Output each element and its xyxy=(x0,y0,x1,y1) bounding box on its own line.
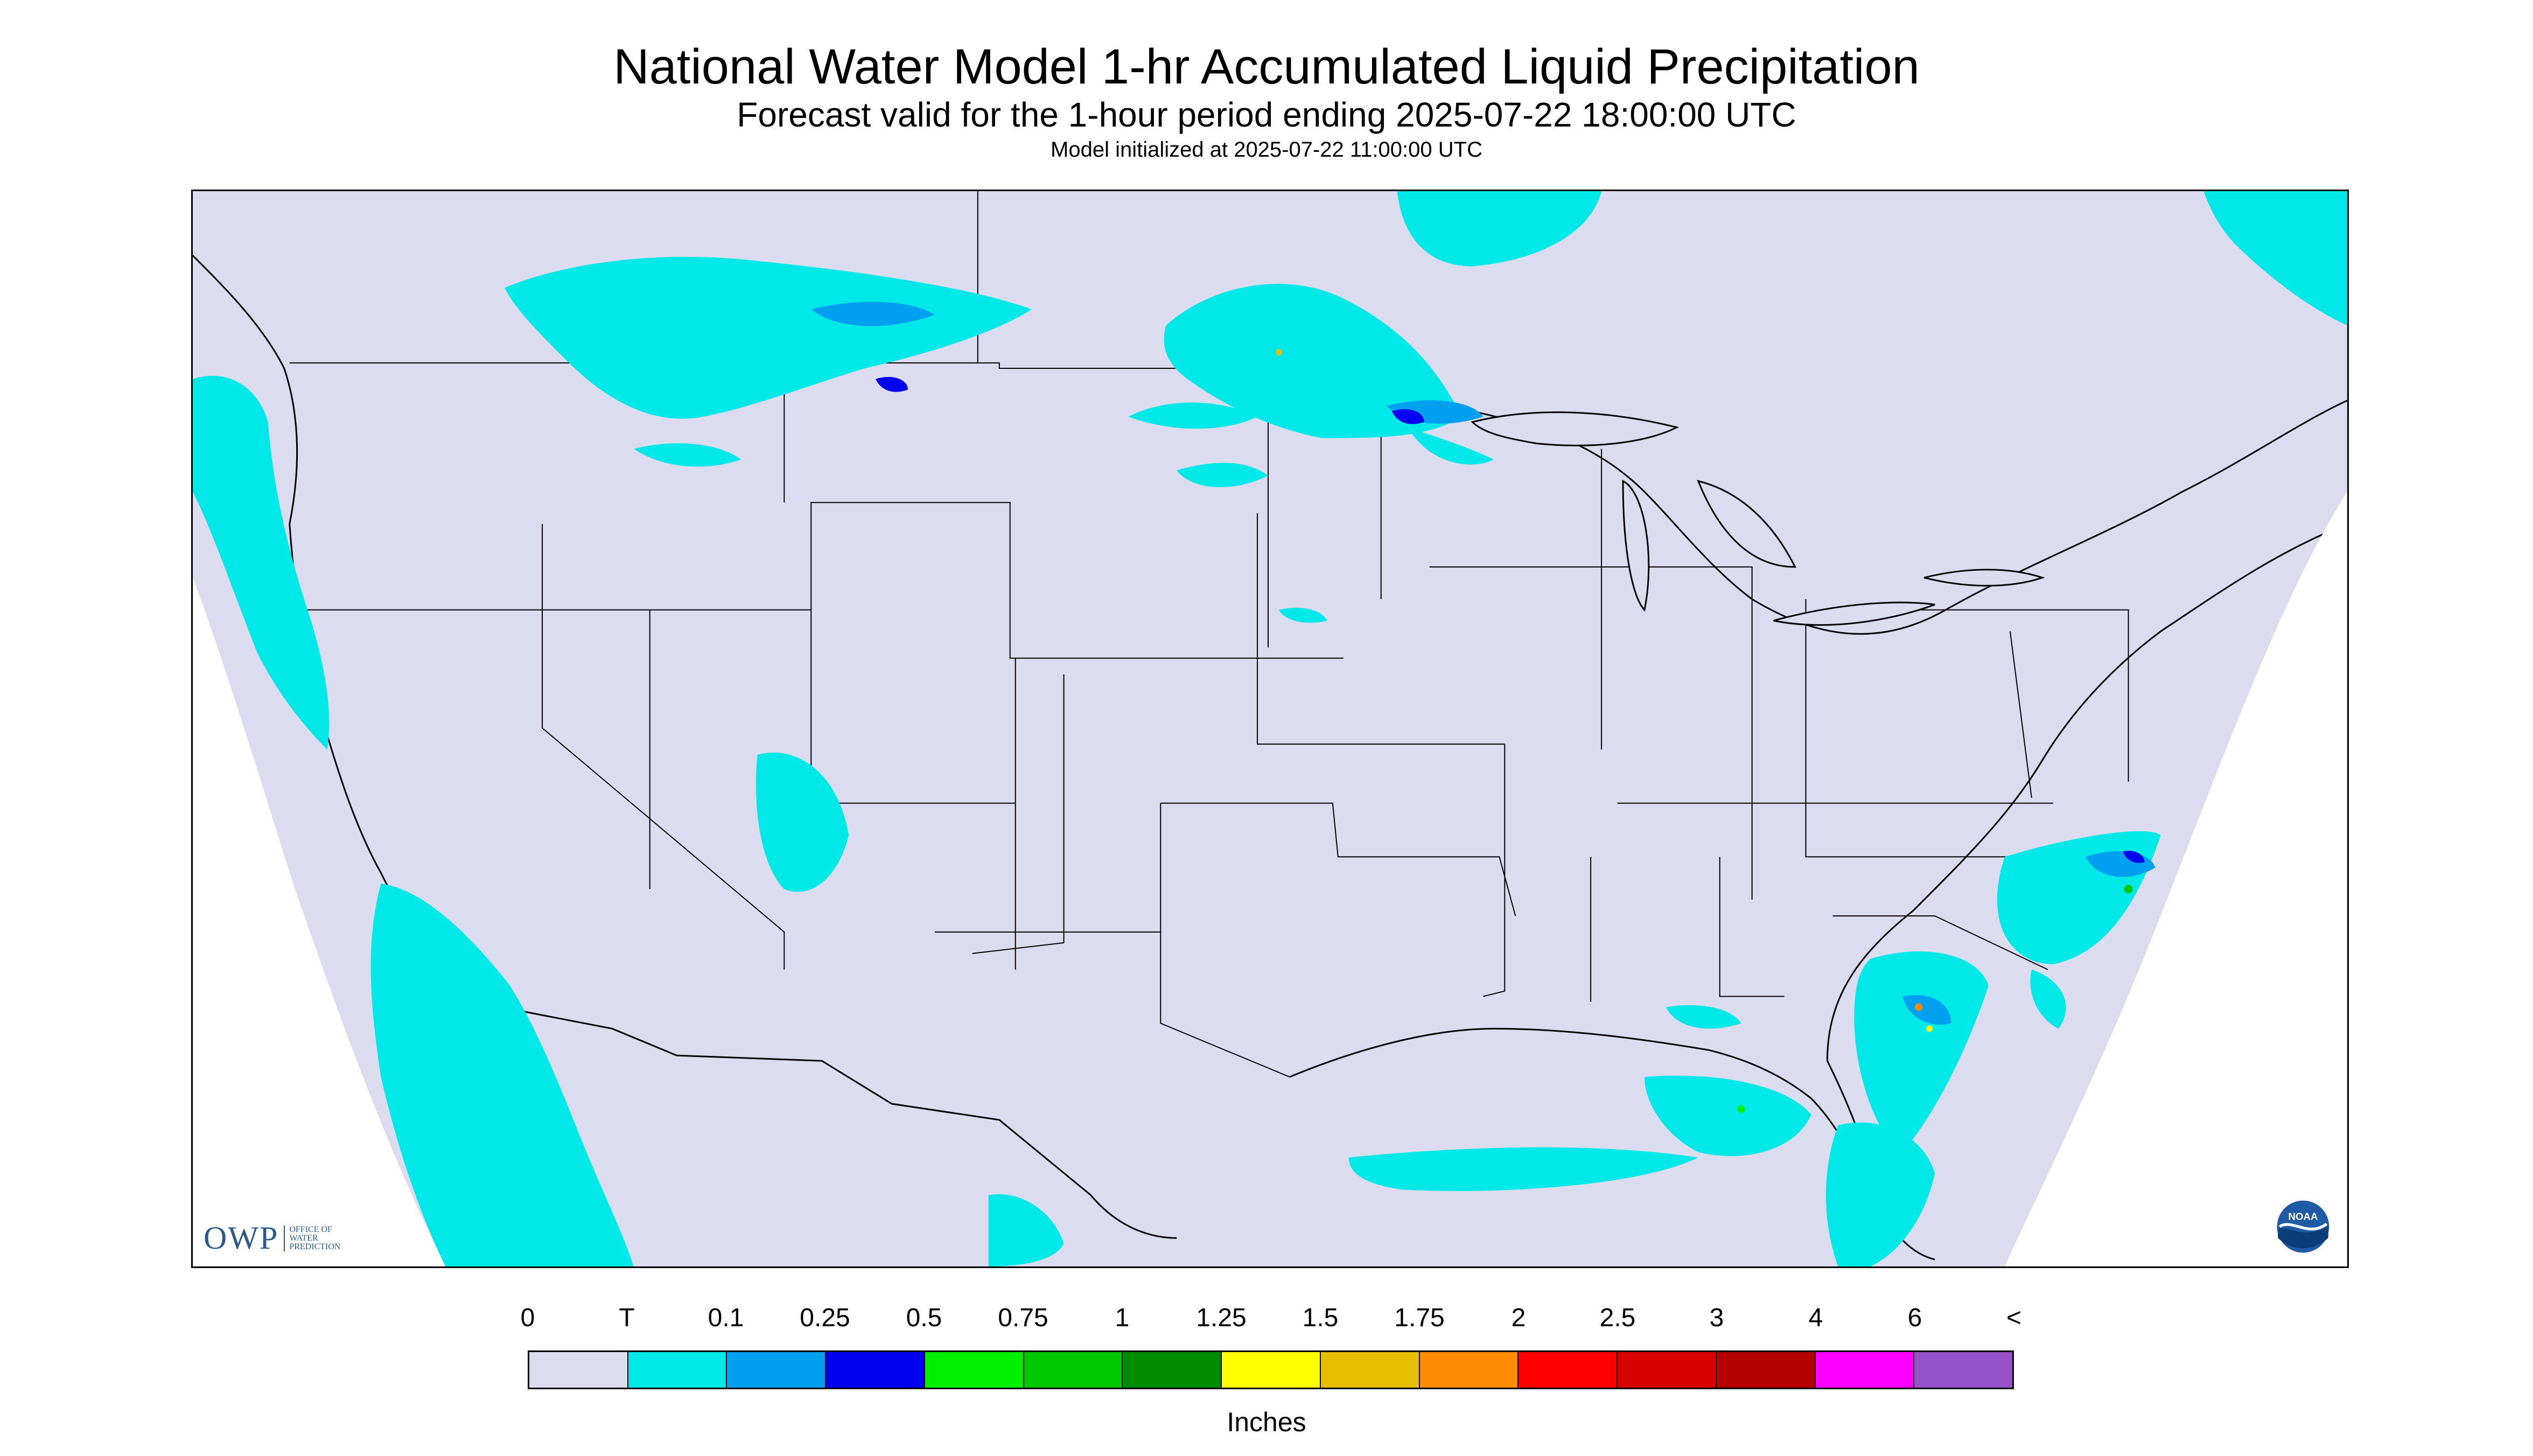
state-boundaries xyxy=(289,191,2129,1077)
forecast-valid-subtitle: Forecast valid for the 1-hour period end… xyxy=(737,95,1796,134)
legend-tick-label: 1 xyxy=(1115,1304,1130,1332)
legend-swatch xyxy=(1222,1352,1321,1388)
legend-tick-label: 0.75 xyxy=(998,1304,1048,1332)
legend-swatch xyxy=(1716,1352,1816,1388)
model-init-line: Model initialized at 2025-07-22 11:00:00… xyxy=(1051,138,1482,162)
legend-swatch xyxy=(1419,1352,1519,1388)
legend-swatch xyxy=(925,1352,1024,1388)
legend-unit-label: Inches xyxy=(1227,1407,1306,1437)
precipitation-map: OWP OFFICE OF WATER PREDICTION NOAA xyxy=(191,190,2349,1268)
legend-swatch xyxy=(529,1352,628,1388)
outside-domain-west xyxy=(193,577,446,1266)
legend-tick-label: < xyxy=(2006,1304,2022,1332)
legend-tick-label: 1.75 xyxy=(1394,1304,1445,1332)
legend-swatch xyxy=(727,1352,827,1388)
legend-swatch xyxy=(1320,1352,1420,1388)
legend-color-bar xyxy=(528,1350,2014,1389)
legend-tick-label: 0.25 xyxy=(800,1304,850,1332)
legend-swatch xyxy=(1519,1352,1618,1388)
noaa-logo: NOAA xyxy=(2275,1199,2331,1255)
map-canvas xyxy=(193,191,2347,1266)
legend-tick-label: 2.5 xyxy=(1599,1304,1636,1332)
legend-swatch xyxy=(1914,1352,2013,1388)
precip-trace-areas xyxy=(193,191,2347,1266)
legend-swatch xyxy=(1618,1352,1717,1388)
legend-tick-label: 1.25 xyxy=(1196,1304,1247,1332)
precip-heavy-cells xyxy=(1275,349,2133,1113)
legend-tick-label: 0.1 xyxy=(708,1304,744,1332)
legend-swatch xyxy=(1815,1352,1915,1388)
legend-tick-label: 1.5 xyxy=(1302,1304,1339,1332)
legend-tick-label: 0 xyxy=(520,1304,535,1332)
owp-logo: OWP OFFICE OF WATER PREDICTION xyxy=(204,1220,354,1257)
svg-text:NOAA: NOAA xyxy=(2288,1211,2318,1222)
legend-tick-label: 0.5 xyxy=(906,1304,942,1332)
legend-tick-label: T xyxy=(619,1304,635,1332)
outside-domain-east xyxy=(2004,492,2347,1266)
legend-tick-label: 4 xyxy=(1808,1304,1823,1332)
legend-swatch xyxy=(1123,1352,1222,1388)
precip-moderate-areas xyxy=(876,377,2145,863)
legend-tick-label: 3 xyxy=(1709,1304,1724,1332)
legend-swatch xyxy=(826,1352,925,1388)
legend-tick-label: 2 xyxy=(1511,1304,1526,1332)
legend-swatch xyxy=(1024,1352,1123,1388)
legend-tick-labels: 0 T 0.1 0.25 0.5 0.75 1 1.25 1.5 1.75 2 2.5 3 4 6 < xyxy=(0,1303,2533,1335)
great-lakes xyxy=(1471,411,2045,626)
legend-tick-label: 6 xyxy=(1907,1304,1922,1332)
legend-swatch xyxy=(628,1352,727,1388)
map-title: National Water Model 1-hr Accumulated Li… xyxy=(613,39,1920,94)
